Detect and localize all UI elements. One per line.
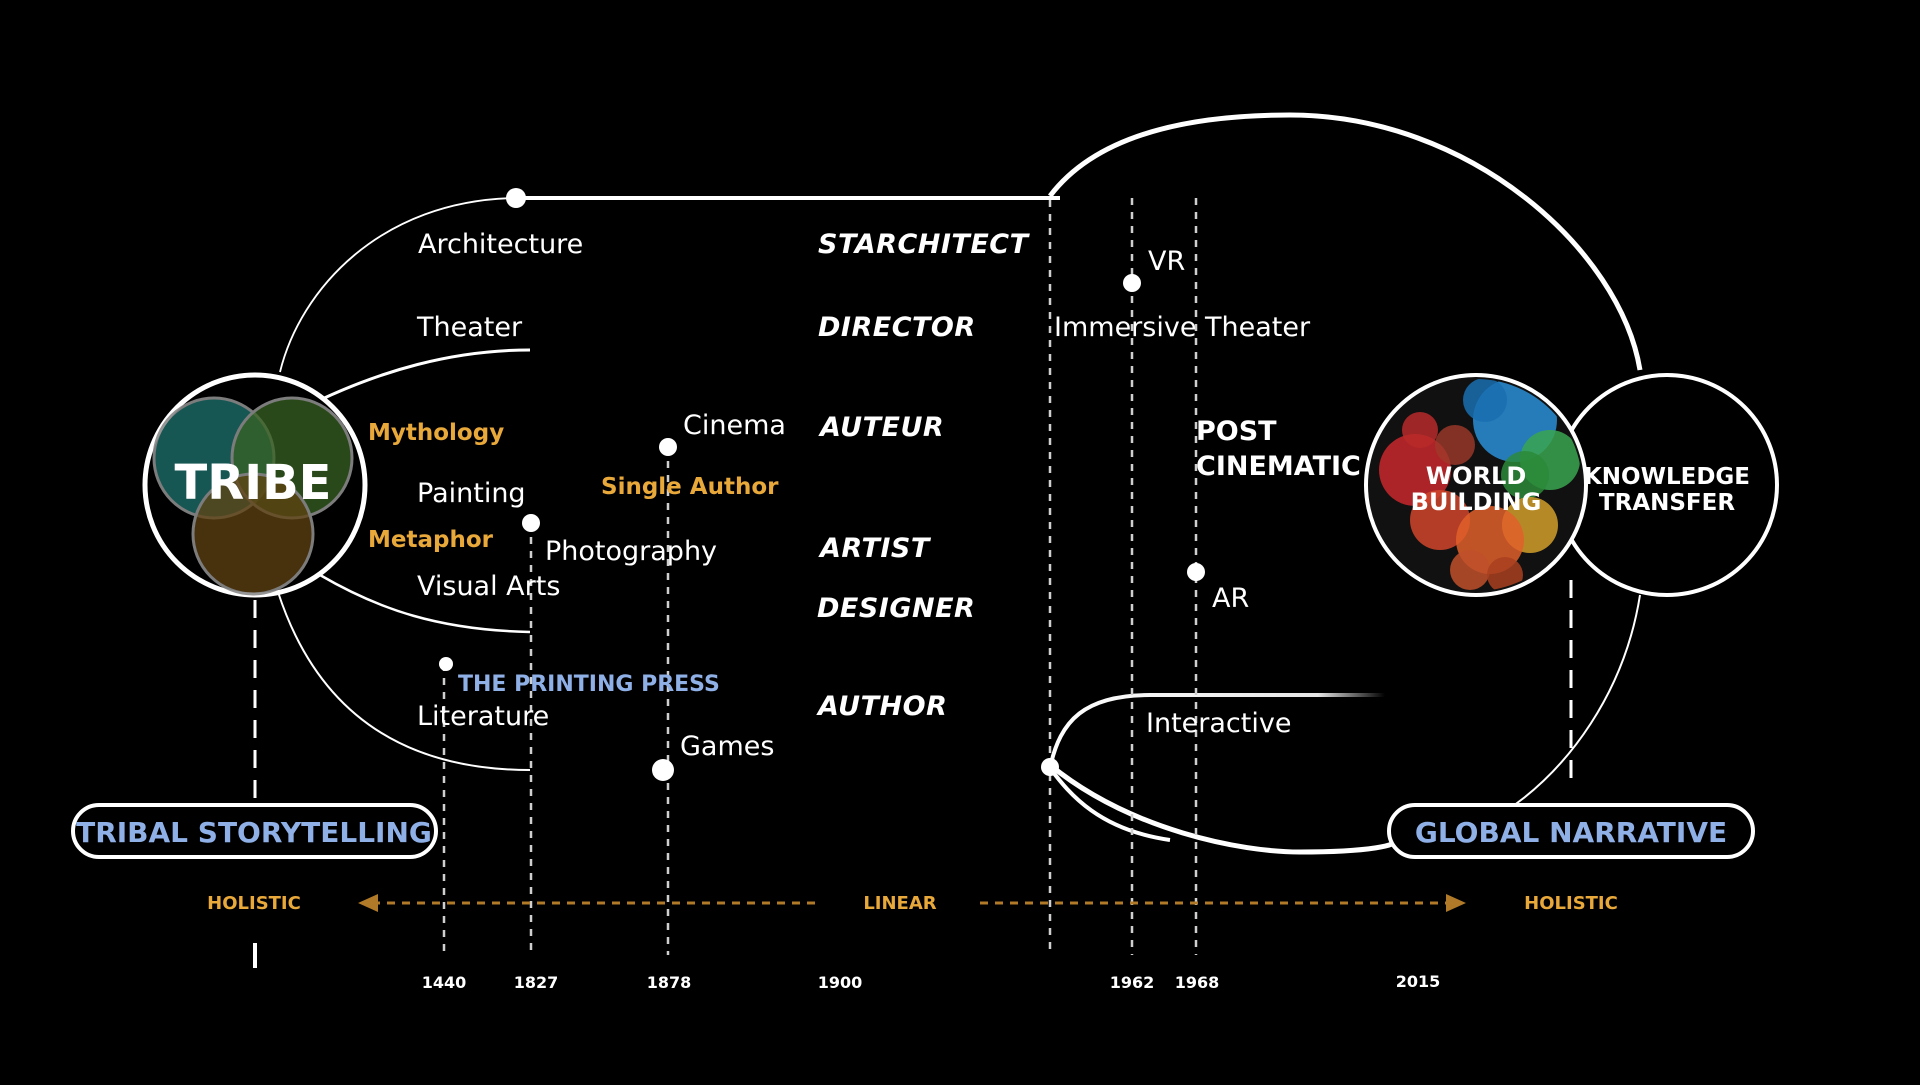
big-ellipse-top — [1048, 112, 1643, 371]
label-single-author: Single Author — [601, 474, 779, 500]
label-games: Games — [680, 731, 774, 762]
label-architecture: Architecture — [418, 229, 583, 260]
label-vr: VR — [1148, 246, 1185, 277]
blob — [1402, 412, 1438, 448]
curve-interactive — [1048, 693, 1385, 769]
blob — [1450, 550, 1490, 590]
world-building-blobs — [1379, 379, 1580, 591]
blob — [1379, 434, 1451, 506]
big-ellipse-right-lower — [1499, 594, 1641, 816]
year-1962: 1962 — [1110, 973, 1155, 992]
label-cinematic: CINEMATIC — [1196, 451, 1361, 482]
arc-visual-arts — [319, 573, 531, 634]
role-auteur: AUTEUR — [818, 412, 944, 443]
blob — [1463, 379, 1507, 422]
arc-architecture — [279, 197, 517, 373]
label-post: POST — [1196, 416, 1277, 447]
role-designer: DESIGNER — [817, 593, 975, 624]
label-theater: Theater — [416, 312, 523, 343]
knowledge-transfer-label-1: KNOWLEDGE — [1584, 464, 1750, 490]
world-building-label-2: BUILDING — [1411, 488, 1542, 516]
scale-linear: LINEAR — [863, 893, 936, 914]
node-interactive — [1041, 758, 1059, 776]
tribe-venn — [152, 396, 354, 596]
node-vr — [1123, 274, 1141, 292]
label-painting: Painting — [417, 478, 526, 509]
label-cinema: Cinema — [683, 410, 786, 441]
label-immersive-theater: Immersive Theater — [1054, 312, 1311, 343]
arc-literature — [277, 591, 531, 771]
tribe-label: TRIBE — [175, 455, 332, 511]
node-architecture — [506, 188, 526, 208]
curve-games-down — [1048, 766, 1171, 842]
label-printing-press: THE PRINTING PRESS — [458, 672, 720, 697]
label-mythology: Mythology — [368, 420, 504, 446]
knowledge-transfer-label-2: TRANSFER — [1599, 490, 1735, 516]
year-1440: 1440 — [422, 973, 467, 992]
blob — [1410, 490, 1470, 550]
label-visual-arts: Visual Arts — [417, 571, 560, 602]
tribal-storytelling-box — [71, 803, 438, 859]
venn-circle-brown — [191, 472, 315, 596]
label-photography: Photography — [545, 536, 717, 567]
year-1878: 1878 — [647, 973, 692, 992]
year-1900: 1900 — [818, 973, 863, 992]
node-games — [652, 759, 674, 781]
year-1827: 1827 — [514, 973, 559, 992]
scale-left-holistic: HOLISTIC — [207, 893, 301, 914]
blob — [1501, 451, 1549, 499]
label-ar: AR — [1212, 583, 1249, 614]
big-ellipse-bottom — [1048, 763, 1398, 855]
node-cinema — [659, 438, 677, 456]
global-narrative-label: GLOBAL NARRATIVE — [1415, 816, 1727, 849]
role-author: AUTHOR — [816, 691, 947, 722]
role-starchitect: STARCHITECT — [818, 229, 1031, 260]
role-artist: ARTIST — [818, 533, 932, 564]
world-building-label-1: WORLD — [1426, 462, 1527, 490]
global-narrative-box — [1387, 803, 1755, 859]
blob — [1435, 425, 1475, 465]
label-interactive: Interactive — [1146, 708, 1291, 739]
label-literature: Literature — [417, 701, 549, 732]
scale-right-holistic: HOLISTIC — [1524, 893, 1618, 914]
year-2015: 2015 — [1396, 972, 1441, 991]
arc-theater — [319, 348, 531, 402]
scale-left-arrowhead-icon — [358, 894, 378, 912]
role-director: DIRECTOR — [818, 312, 976, 343]
node-printing-press — [439, 657, 453, 671]
year-1968: 1968 — [1175, 973, 1220, 992]
scale-right-arrowhead-icon — [1446, 894, 1466, 912]
node-painting — [522, 514, 540, 532]
tribal-storytelling-label: TRIBAL STORYTELLING — [76, 816, 432, 849]
label-metaphor: Metaphor — [368, 527, 494, 553]
node-ar — [1187, 563, 1205, 581]
